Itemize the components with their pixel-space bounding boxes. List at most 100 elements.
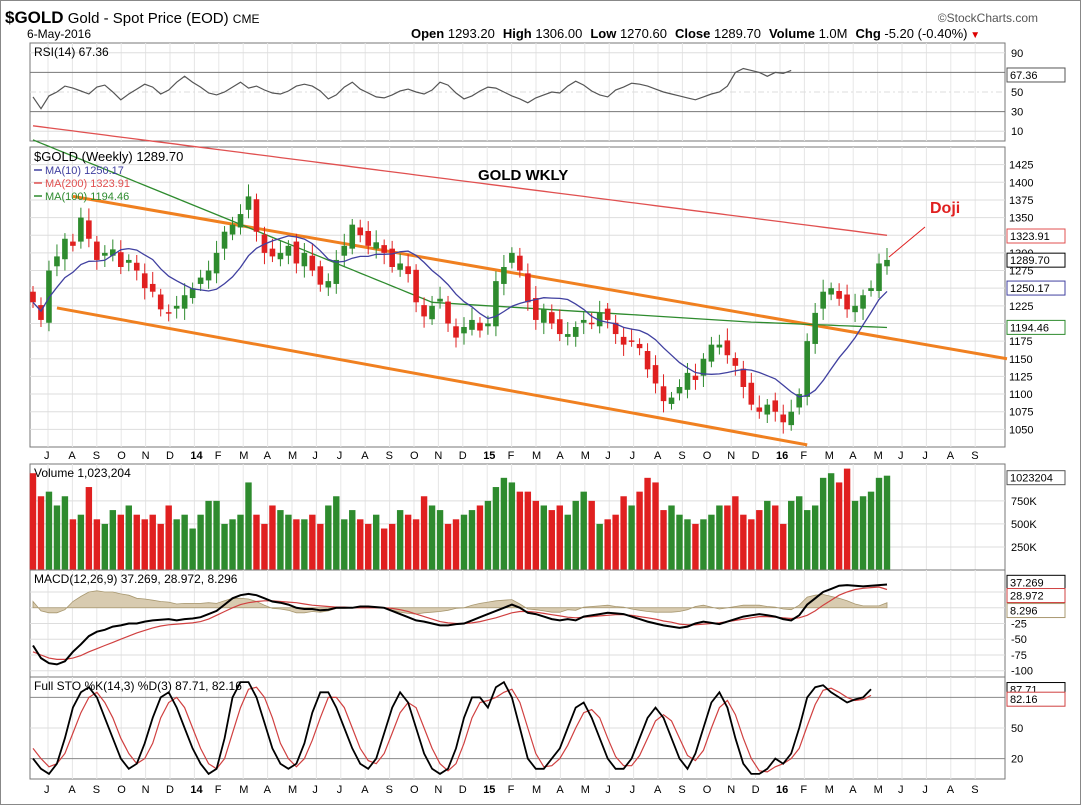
- ma100-line: [32, 139, 888, 329]
- candle-body: [517, 255, 523, 271]
- x-tick-label: S: [386, 450, 393, 462]
- x-tick-label-bottom: J: [44, 784, 50, 796]
- x-tick-label-bottom: F: [508, 784, 515, 796]
- x-tick-label: F: [800, 450, 807, 462]
- volume-bar: [237, 514, 244, 570]
- candle-body: [253, 199, 260, 232]
- volume-bar: [803, 510, 811, 570]
- candle-body: [580, 319, 587, 323]
- volume-bar: [596, 523, 603, 570]
- price-y-tick: 1275: [1009, 266, 1033, 278]
- down-arrow-icon: ▼: [967, 30, 981, 41]
- copyright-icon: ©: [937, 11, 947, 25]
- volume-bar: [476, 505, 484, 570]
- x-tick-label: A: [654, 450, 662, 462]
- candle-body: [788, 411, 795, 426]
- x-tick-label-bottom: M: [532, 784, 541, 796]
- volume-bar: [165, 505, 172, 570]
- signal-value-tag-box: [1006, 588, 1066, 604]
- ohlc-close: Close 1289.70: [675, 26, 761, 41]
- candle-body: [724, 340, 731, 356]
- x-tick-label: M: [581, 450, 590, 462]
- candle-body: [285, 245, 292, 256]
- candle-body: [588, 322, 595, 325]
- ohlc-value: 1289.70: [713, 26, 761, 41]
- x-tick-label-bottom: S: [971, 784, 978, 796]
- volume-bar: [285, 514, 292, 570]
- candle-body: [636, 343, 643, 349]
- ohlc-value: 1293.20: [447, 26, 495, 41]
- volume-y-tick: 500K: [1011, 519, 1037, 531]
- candle-body: [413, 269, 419, 303]
- ohlc-label: Volume: [768, 26, 819, 41]
- candle-body: [652, 365, 659, 384]
- candle-body: [133, 262, 140, 271]
- volume-bar: [580, 491, 587, 570]
- candle-body: [86, 220, 92, 239]
- x-tick-label: J: [922, 450, 928, 462]
- candle-body: [102, 252, 108, 256]
- volume-bar: [652, 482, 659, 570]
- volume-bar: [37, 496, 45, 570]
- volume-bar: [277, 510, 284, 570]
- volume-bar: [883, 475, 891, 570]
- candle-body: [756, 407, 763, 412]
- candle-body: [421, 305, 427, 317]
- rsi-y-tick: 90: [1011, 48, 1023, 60]
- x-tick-label: A: [264, 450, 272, 462]
- volume-bar: [412, 519, 420, 570]
- candle-body: [293, 241, 300, 264]
- x-tick-label: N: [434, 450, 442, 462]
- x-tick-label-bottom: N: [727, 784, 735, 796]
- volume-bar: [261, 523, 268, 570]
- volume-bar: [125, 505, 132, 570]
- candle-body: [556, 319, 563, 335]
- x-tick-label: M: [532, 450, 541, 462]
- sto-legend: Full STO %K(14,3) %D(3) 87.71, 82.16: [34, 679, 242, 693]
- x-tick-label-bottom: O: [703, 784, 712, 796]
- x-tick-label-bottom: A: [654, 784, 662, 796]
- volume-bar: [189, 528, 196, 570]
- candle-body: [604, 308, 611, 320]
- candle-body: [205, 270, 212, 281]
- candle-body: [277, 252, 284, 260]
- volume-bar: [835, 482, 843, 570]
- price-y-tick: 1150: [1009, 354, 1033, 366]
- volume-bar: [436, 510, 444, 570]
- macd-y-tick: -100: [1011, 666, 1033, 678]
- volume-bar: [133, 514, 140, 570]
- x-tick-label: J: [312, 450, 318, 462]
- candle-body: [165, 312, 172, 314]
- x-tick-label-bottom: D: [752, 784, 760, 796]
- volume-bar: [508, 482, 516, 570]
- ma100-value-tag: 1194.46: [1010, 322, 1049, 334]
- volume-bar: [724, 505, 731, 570]
- x-tick-label: S: [678, 450, 685, 462]
- histogram-value-tag: 8.296: [1010, 606, 1038, 618]
- volume-bar: [827, 473, 835, 570]
- volume-bar: [716, 505, 723, 570]
- x-tick-label: M: [239, 450, 248, 462]
- volume-bar: [245, 482, 252, 570]
- macd-histogram: [32, 590, 888, 615]
- candle-body: [269, 248, 276, 257]
- volume-bar: [61, 496, 69, 570]
- ticker-symbol: $GOLD: [5, 8, 64, 27]
- candle-body: [333, 259, 340, 284]
- candle-body: [70, 241, 76, 246]
- volume-bar: [532, 500, 540, 570]
- candle-body: [405, 266, 411, 275]
- sto-d-value-tag: 82.16: [1010, 694, 1038, 706]
- ohlc-label: Low: [590, 26, 620, 41]
- volume-bar: [301, 519, 308, 570]
- candle-body: [54, 256, 60, 267]
- candle-body: [541, 309, 547, 323]
- x-tick-label: A: [556, 450, 564, 462]
- candle-body: [716, 344, 723, 348]
- price-legend-item: MA(200) 1323.91: [45, 178, 130, 190]
- rsi-last-value: 67.36: [1010, 70, 1038, 82]
- volume-bar: [420, 496, 428, 570]
- volume-bar: [388, 523, 396, 570]
- candle-body: [94, 241, 100, 260]
